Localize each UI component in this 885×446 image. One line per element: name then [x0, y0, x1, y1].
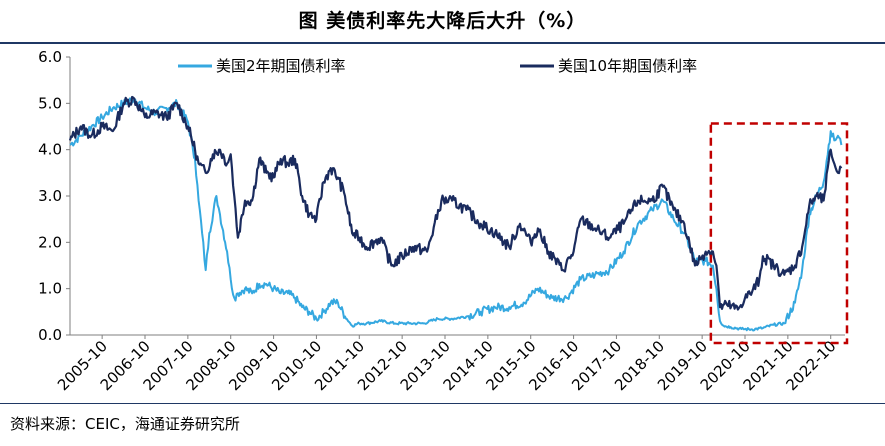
highlight-box	[709, 122, 849, 345]
y-tick-label: 0.0	[38, 326, 62, 344]
source-note: 资料来源：CEIC，海通证券研究所	[10, 415, 240, 433]
legend-label-10y: 美国10年期国债利率	[558, 57, 697, 75]
footer: 资料来源：CEIC，海通证券研究所	[0, 403, 885, 446]
y-tick-label: 6.0	[38, 48, 62, 66]
series-line-10y	[68, 95, 843, 311]
y-tick-label: 1.0	[38, 280, 62, 298]
chart-title: 图 美债利率先大降后大升（%）	[298, 10, 587, 32]
y-tick-label: 2.0	[38, 233, 62, 251]
legend-label-2y: 美国2年期国债利率	[216, 57, 346, 75]
y-tick-label: 5.0	[38, 94, 62, 112]
chart-area: 0.01.02.03.04.05.06.02005-102006-102007-…	[38, 48, 849, 394]
y-tick-label: 4.0	[38, 141, 62, 159]
series-line-2y	[69, 97, 843, 332]
y-tick-label: 3.0	[38, 187, 62, 205]
title-bar: 图 美债利率先大降后大升（%）	[0, 0, 885, 44]
